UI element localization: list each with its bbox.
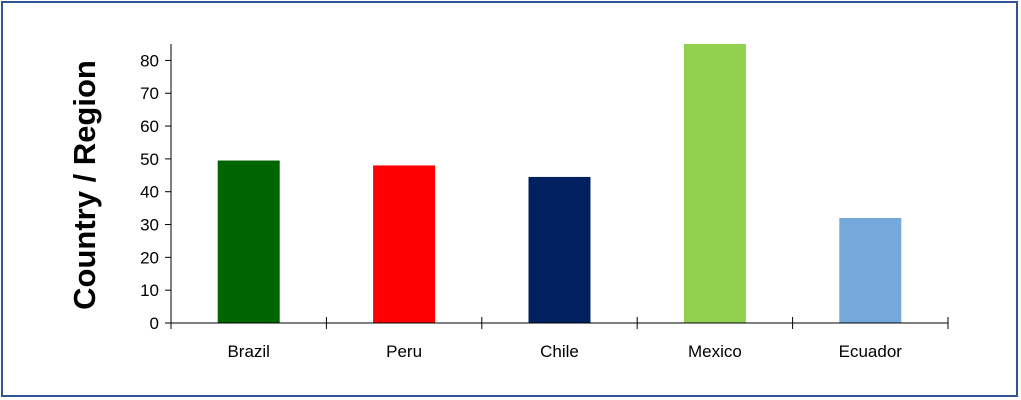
bar-peru: [373, 165, 436, 323]
bar-chile: [528, 176, 591, 323]
x-tick-label: Chile: [540, 342, 579, 361]
y-tick-label: 70: [140, 84, 159, 103]
x-tick-label: Peru: [386, 342, 422, 361]
y-tick-label: 80: [140, 51, 159, 70]
y-axis-title: Country / Region: [67, 60, 102, 310]
chart-marks: [217, 44, 902, 323]
y-tick-label: 30: [140, 216, 159, 235]
y-tick-label: 20: [140, 248, 159, 267]
x-tick-label: Ecuador: [839, 342, 903, 361]
x-tick-label: Mexico: [688, 342, 742, 361]
y-tick-label: 40: [140, 183, 159, 202]
chart-axes: Brazil Peru Chile Mexico Ecuador 0 10 20 30 40 50 6…: [140, 44, 949, 361]
bar-brazil: [217, 160, 280, 323]
y-tick-label: 60: [140, 117, 159, 136]
y-tick-label: 0: [150, 314, 159, 333]
y-tick-label: 50: [140, 150, 159, 169]
y-tick-label: 10: [140, 281, 159, 300]
bar-mexico: [683, 44, 746, 323]
bar-ecuador: [839, 217, 902, 323]
x-tick-label: Brazil: [227, 342, 270, 361]
